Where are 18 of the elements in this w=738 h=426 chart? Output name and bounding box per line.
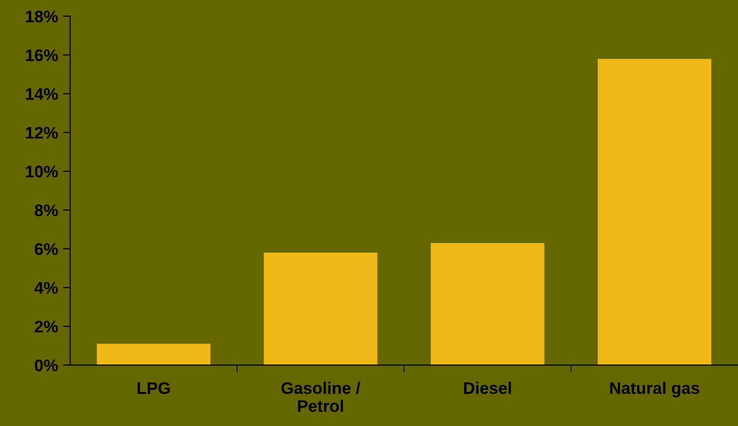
x-tick-label: Diesel — [464, 382, 511, 394]
y-tick-label: 0% — [34, 359, 58, 372]
y-tick-label: 12% — [26, 126, 58, 139]
y-tick-label: 18% — [26, 10, 58, 22]
x-tick-label: LPG — [138, 382, 170, 394]
x-tick-label: Gasoline / Petrol — [281, 382, 360, 412]
bar — [430, 242, 544, 366]
y-tick-label: 8% — [34, 204, 58, 216]
y-tick-label: 14% — [26, 88, 58, 100]
bar — [598, 58, 712, 366]
y-tick-label: 2% — [34, 320, 58, 332]
bar — [264, 252, 378, 366]
bar — [96, 344, 210, 366]
y-tick-label: 4% — [34, 282, 58, 294]
y-tick-label: 10% — [26, 166, 58, 178]
y-tick-label: 6% — [34, 243, 58, 255]
x-tick-label: Natural gas — [610, 382, 700, 398]
y-tick-label: 16% — [26, 49, 58, 62]
